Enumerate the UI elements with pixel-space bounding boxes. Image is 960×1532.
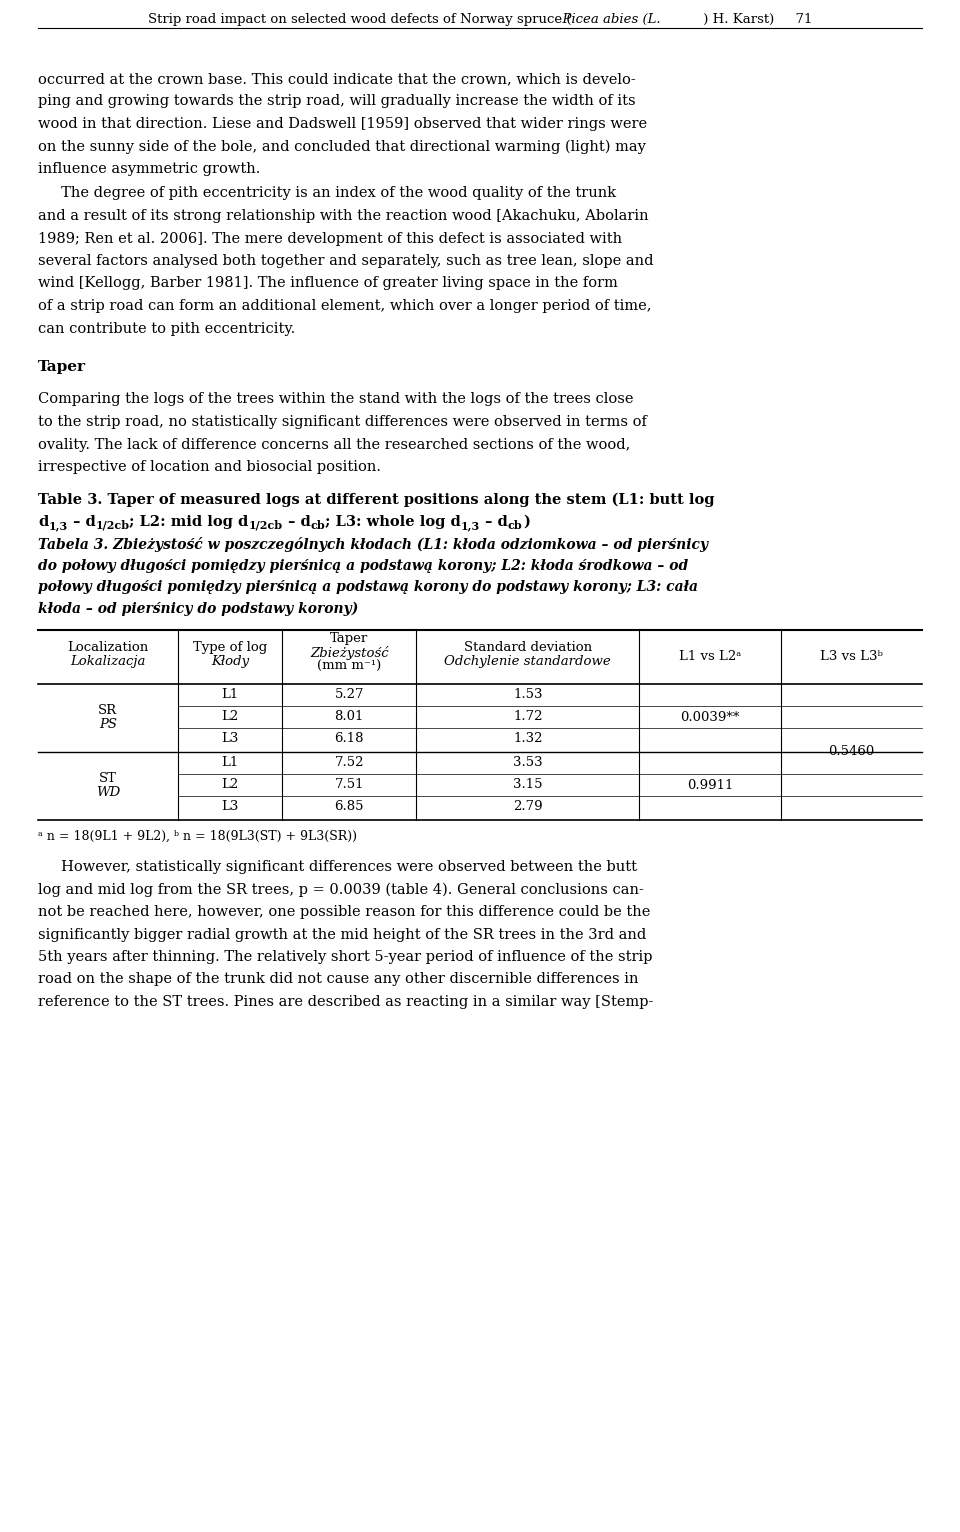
Text: Standard deviation: Standard deviation [464, 640, 591, 654]
Text: Tabela 3. Zbieżystość w poszczególnych kłodach (L1: kłoda odziomkowa – od pierśn: Tabela 3. Zbieżystość w poszczególnych k… [38, 538, 708, 553]
Text: ovality. The lack of difference concerns all the researched sections of the wood: ovality. The lack of difference concerns… [38, 438, 631, 452]
Text: 3.53: 3.53 [513, 755, 542, 769]
Text: 0.9911: 0.9911 [686, 778, 733, 792]
Text: reference to the ST trees. Pines are described as reacting in a similar way [Ste: reference to the ST trees. Pines are des… [38, 994, 654, 1010]
Text: 1.72: 1.72 [513, 709, 542, 723]
Text: – d: – d [480, 515, 508, 529]
Text: wind [Kellogg, Barber 1981]. The influence of greater living space in the form: wind [Kellogg, Barber 1981]. The influen… [38, 276, 618, 291]
Text: The degree of pith eccentricity is an index of the wood quality of the trunk: The degree of pith eccentricity is an in… [38, 187, 616, 201]
Text: Type of log: Type of log [193, 640, 267, 654]
Text: L3: L3 [221, 800, 238, 813]
Text: Taper: Taper [38, 360, 86, 374]
Text: WD: WD [96, 786, 120, 800]
Text: road on the shape of the trunk did not cause any other discernible differences i: road on the shape of the trunk did not c… [38, 973, 638, 987]
Text: – d: – d [283, 515, 310, 529]
Text: 7.51: 7.51 [334, 778, 364, 791]
Text: Picea abies (L.: Picea abies (L. [300, 12, 660, 26]
Text: Zbieżystość: Zbieżystość [310, 645, 389, 659]
Text: However, statistically significant differences were observed between the butt: However, statistically significant diffe… [38, 859, 637, 873]
Text: 5th years after thinning. The relatively short 5-year period of influence of the: 5th years after thinning. The relatively… [38, 950, 653, 964]
Text: L3: L3 [221, 732, 238, 745]
Text: 1/2cb: 1/2cb [249, 519, 283, 532]
Text: do połowy długości pomiędzy pierśnicą a podstawą korony; L2: kłoda środkowa – od: do połowy długości pomiędzy pierśnicą a … [38, 559, 688, 573]
Text: – d: – d [67, 515, 95, 529]
Text: significantly bigger radial growth at the mid height of the SR trees in the 3rd : significantly bigger radial growth at th… [38, 927, 646, 942]
Text: L1: L1 [221, 688, 238, 702]
Text: cb: cb [508, 519, 523, 532]
Text: d: d [38, 515, 48, 529]
Text: Kłody: Kłody [211, 656, 249, 668]
Text: 5.27: 5.27 [334, 688, 364, 702]
Text: L2: L2 [221, 709, 238, 723]
Text: ; L3: whole log d: ; L3: whole log d [325, 515, 461, 529]
Text: ): ) [523, 515, 530, 529]
Text: 0.0039**: 0.0039** [680, 711, 739, 725]
Text: 1/2cb: 1/2cb [95, 519, 130, 532]
Text: Comparing the logs of the trees within the stand with the logs of the trees clos: Comparing the logs of the trees within t… [38, 392, 634, 406]
Text: L1 vs L2ᵃ: L1 vs L2ᵃ [679, 650, 741, 663]
Text: can contribute to pith eccentricity.: can contribute to pith eccentricity. [38, 322, 296, 336]
Text: połowy długości pomiędzy pierśnicą a podstawą korony do podstawy korony; L3: cał: połowy długości pomiędzy pierśnicą a pod… [38, 581, 698, 594]
Text: 1.32: 1.32 [513, 732, 542, 745]
Text: Table 3. Taper of measured logs at different positions along the stem (L1: butt : Table 3. Taper of measured logs at diffe… [38, 492, 714, 507]
Text: Lokalizacja: Lokalizacja [70, 656, 146, 668]
Text: ᵃ n = 18(9L1 + 9L2), ᵇ n = 18(9L3(ST) + 9L3(SR)): ᵃ n = 18(9L1 + 9L2), ᵇ n = 18(9L3(ST) + … [38, 829, 357, 843]
Text: ; L2: mid log d: ; L2: mid log d [130, 515, 249, 529]
Text: Odchylenie standardowe: Odchylenie standardowe [444, 656, 612, 668]
Text: L1: L1 [221, 755, 238, 769]
Text: log and mid log from the SR trees, p = 0.0039 (table 4). General conclusions can: log and mid log from the SR trees, p = 0… [38, 882, 644, 896]
Text: 1.53: 1.53 [513, 688, 542, 702]
Text: influence asymmetric growth.: influence asymmetric growth. [38, 162, 260, 176]
Text: 7.52: 7.52 [334, 755, 364, 769]
Text: wood in that direction. Liese and Dadswell [1959] observed that wider rings were: wood in that direction. Liese and Dadswe… [38, 116, 647, 132]
Text: L3 vs L3ᵇ: L3 vs L3ᵇ [820, 650, 882, 663]
Text: and a result of its strong relationship with the reaction wood [Akachuku, Abolar: and a result of its strong relationship … [38, 208, 649, 224]
Text: Taper: Taper [330, 633, 369, 645]
Text: not be reached here, however, one possible reason for this difference could be t: not be reached here, however, one possib… [38, 905, 650, 919]
Text: several factors analysed both together and separately, such as tree lean, slope : several factors analysed both together a… [38, 254, 654, 268]
Text: ping and growing towards the strip road, will gradually increase the width of it: ping and growing towards the strip road,… [38, 95, 636, 109]
Text: L2: L2 [221, 778, 238, 791]
Text: kłoda – od pierśnicy do podstawy korony): kłoda – od pierśnicy do podstawy korony) [38, 602, 358, 616]
Text: 3.15: 3.15 [513, 778, 542, 791]
Text: PS: PS [99, 719, 117, 731]
Text: SR: SR [98, 705, 117, 717]
Text: occurred at the crown base. This could indicate that the crown, which is develo-: occurred at the crown base. This could i… [38, 72, 636, 86]
Text: on the sunny side of the bole, and concluded that directional warming (light) ma: on the sunny side of the bole, and concl… [38, 139, 646, 153]
Text: 1,3: 1,3 [48, 519, 67, 532]
Text: cb: cb [310, 519, 325, 532]
Text: 2.79: 2.79 [513, 800, 542, 813]
Text: of a strip road can form an additional element, which over a longer period of ti: of a strip road can form an additional e… [38, 299, 652, 313]
Text: Localization: Localization [67, 640, 149, 654]
Text: irrespective of location and biosocial position.: irrespective of location and biosocial p… [38, 460, 381, 473]
Text: (mm m⁻¹): (mm m⁻¹) [317, 660, 381, 673]
Text: to the strip road, no statistically significant differences were observed in ter: to the strip road, no statistically sign… [38, 415, 647, 429]
Text: 0.5460: 0.5460 [828, 745, 875, 758]
Text: ST: ST [99, 772, 117, 784]
Text: Strip road impact on selected wood defects of Norway spruce (                   : Strip road impact on selected wood defec… [148, 12, 812, 26]
Text: 6.18: 6.18 [334, 732, 364, 745]
Text: 1989; Ren et al. 2006]. The mere development of this defect is associated with: 1989; Ren et al. 2006]. The mere develop… [38, 231, 622, 245]
Text: 6.85: 6.85 [334, 800, 364, 813]
Text: 1,3: 1,3 [461, 519, 480, 532]
Text: 8.01: 8.01 [334, 709, 364, 723]
